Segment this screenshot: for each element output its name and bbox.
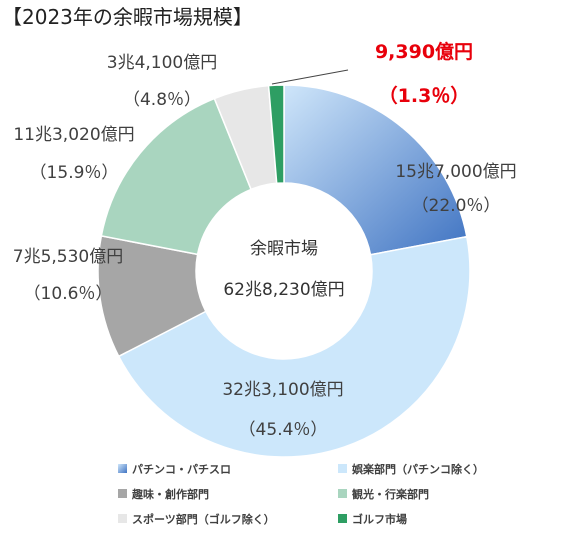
slice-3-percent-label: （15.9％） xyxy=(30,163,119,183)
slice-2-percent-label: （10.6％） xyxy=(24,284,113,304)
legend-label-3: 観光・行楽部門 xyxy=(352,487,429,501)
legend-label-0: パチンコ・パチスロ xyxy=(132,463,231,476)
slice-0 xyxy=(283,84,468,256)
slice-2-amount-label: 7兆5,530億円 xyxy=(13,247,123,267)
slice-labels: 15兆7,000億円 （22.0％） 32兆3,100億円 （45.4％） 7兆5,53… xyxy=(13,40,517,440)
slice-5-percent-label: （1.3％） xyxy=(379,84,470,107)
slice-3 xyxy=(100,97,253,256)
legend-label-5: ゴルフ市場 xyxy=(352,512,407,526)
slice-0-amount-label: 15兆7,000億円 xyxy=(395,162,516,182)
legend-swatch-2 xyxy=(118,489,127,498)
chart-title: 【2023年の余暇市場規模】 xyxy=(2,5,253,29)
slice-0-percent-label: （22.0％） xyxy=(412,196,501,216)
legend-swatch-1 xyxy=(338,464,347,473)
slice-4-amount-label: 3兆4,100億円 xyxy=(107,53,217,73)
legend-swatch-0 xyxy=(118,464,127,473)
slice-1-percent-label: （45.4％） xyxy=(239,420,328,440)
legend-label-2: 趣味・創作部門 xyxy=(131,487,209,501)
slice-3-amount-label: 11兆3,020億円 xyxy=(13,125,134,145)
slice-1 xyxy=(117,235,471,458)
legend-swatch-5 xyxy=(338,514,347,523)
center-label: 余暇市場 xyxy=(250,239,318,259)
legend-swatch-3 xyxy=(338,489,347,498)
donut-slices xyxy=(97,84,471,458)
slice-5 xyxy=(267,84,285,185)
legend-label-1: 娯楽部門（パチンコ除く） xyxy=(352,462,484,476)
golf-leader-line xyxy=(271,69,349,85)
legend-swatch-4 xyxy=(118,514,127,523)
legend-label-4: スポーツ部門（ゴルフ除く） xyxy=(132,512,275,526)
slice-5-amount-label: 9,390億円 xyxy=(375,40,473,63)
slice-4-percent-label: （4.8％） xyxy=(123,90,201,110)
legend: パチンコ・パチスロ 娯楽部門（パチンコ除く） 趣味・創作部門 観光・行楽部門スポーツ部… xyxy=(118,462,484,526)
slice-1-amount-label: 32兆3,100億円 xyxy=(222,380,343,400)
center-value: 62兆8,230億円 xyxy=(223,280,344,300)
